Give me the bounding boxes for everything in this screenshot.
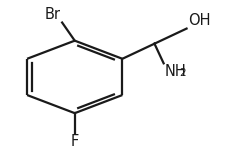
Text: NH: NH xyxy=(164,64,186,79)
Text: Br: Br xyxy=(45,7,61,22)
Text: F: F xyxy=(70,134,79,149)
Text: OH: OH xyxy=(187,13,209,28)
Text: 2: 2 xyxy=(179,68,185,78)
